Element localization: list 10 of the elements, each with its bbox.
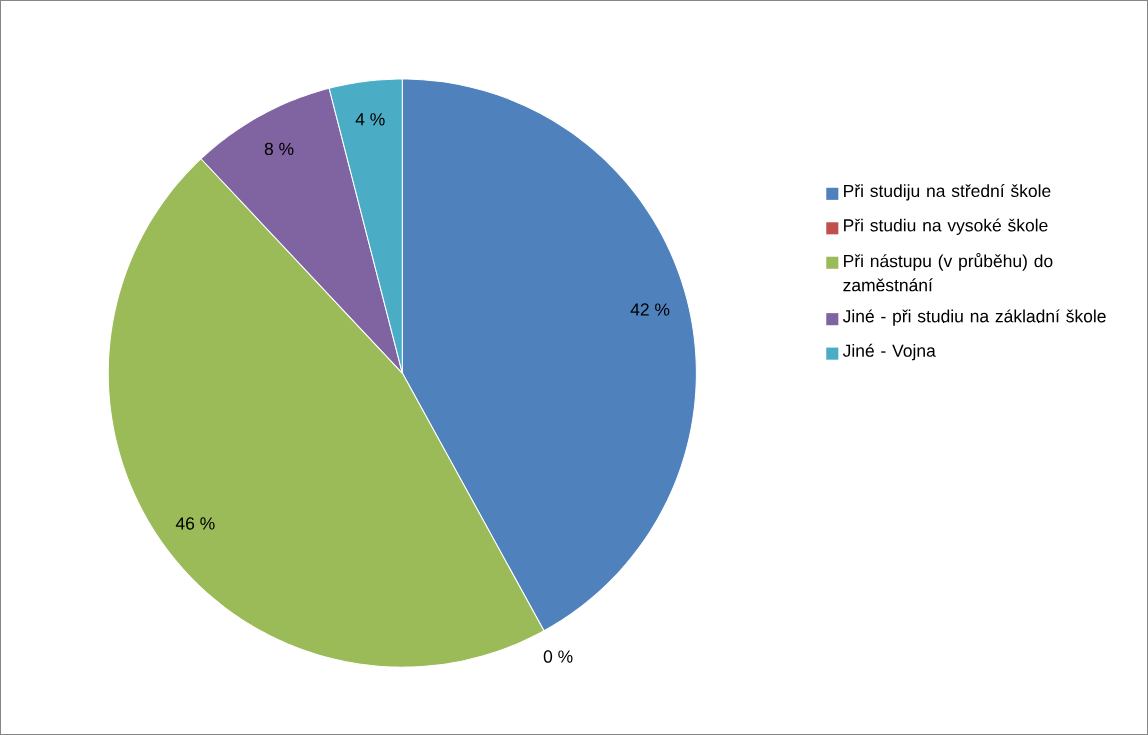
data-label: 46 % bbox=[175, 517, 215, 530]
legend-label: Při studiju na střední škole bbox=[844, 183, 1051, 201]
legend-label: Jiné - při studiu na základní škole bbox=[842, 309, 1106, 326]
legend-label: Při nástupu (v průběhu) do zaměstnání bbox=[843, 252, 1053, 292]
text: 0 % bbox=[543, 650, 573, 663]
data-label: 42 % bbox=[630, 303, 670, 316]
data-label: 8 % bbox=[264, 142, 294, 156]
legend-label: Při studiu na vysoké škole bbox=[844, 218, 1048, 235]
data-label: 4 % bbox=[355, 113, 385, 126]
legend-label: Jiné - Vojna bbox=[842, 343, 936, 361]
